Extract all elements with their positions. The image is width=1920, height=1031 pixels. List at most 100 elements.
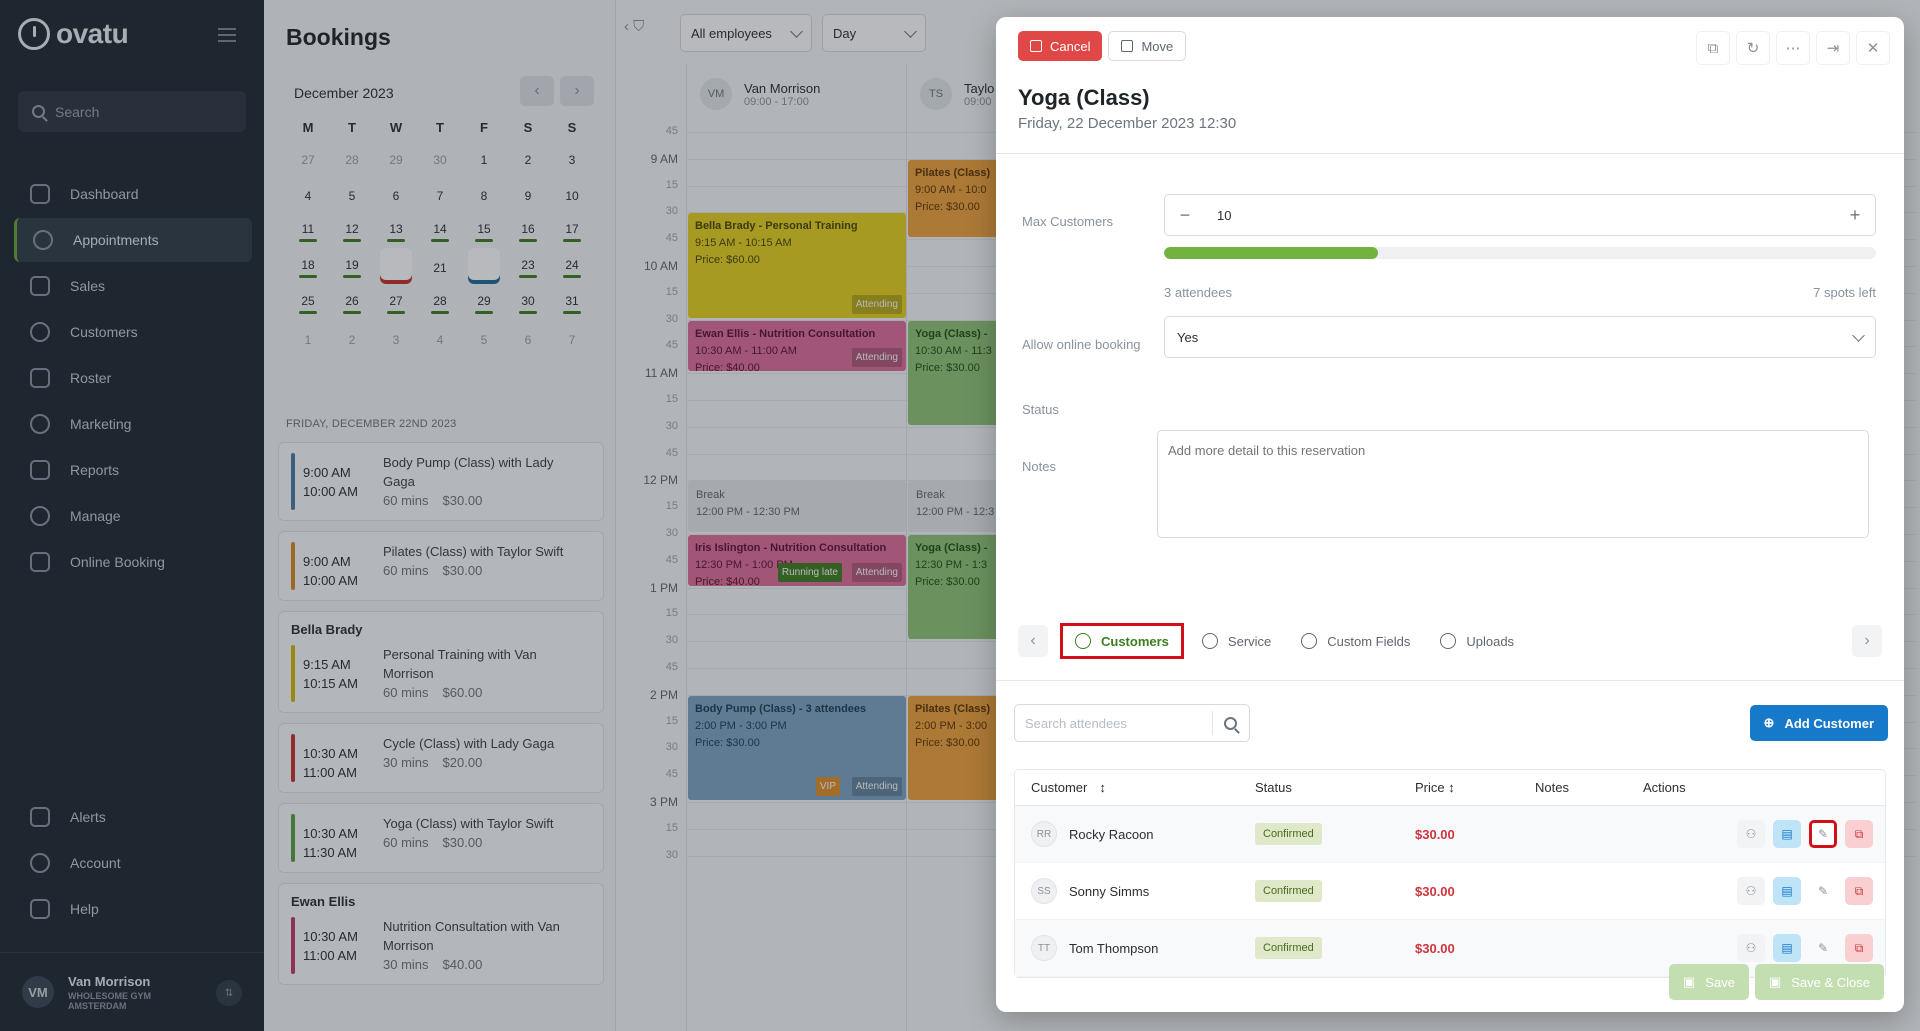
duplicate-icon[interactable]: ⧉ bbox=[1696, 31, 1730, 65]
calendar-event[interactable]: Pilates (Class) 2:00 PM - 3:00 Price: $30.… bbox=[908, 695, 1004, 800]
move-button[interactable]: Move bbox=[1108, 31, 1187, 61]
customer-name[interactable]: Tom Thompson bbox=[1069, 940, 1159, 956]
cancel-booking-icon[interactable]: ⧉ bbox=[1845, 877, 1873, 905]
refresh-icon[interactable]: ↻ bbox=[1736, 31, 1770, 65]
calendar-day[interactable]: 2 bbox=[506, 142, 550, 178]
calendar-event[interactable]: Body Pump (Class) - 3 attendees 2:00 PM -… bbox=[688, 695, 906, 800]
booking-card[interactable]: Bella Brady 9:15 AM 10:15 AM Personal Train… bbox=[278, 611, 604, 713]
tab-service[interactable]: Service bbox=[1190, 623, 1283, 659]
max-customers-value[interactable]: 10 bbox=[1217, 207, 1232, 223]
collapse-panel-icon[interactable]: ⇥ bbox=[1816, 31, 1850, 65]
calendar-day[interactable]: 27 bbox=[286, 142, 330, 178]
menu-toggle-icon[interactable] bbox=[218, 28, 236, 42]
receipt-icon[interactable]: ▤ bbox=[1773, 877, 1801, 905]
customer-name[interactable]: Rocky Racoon bbox=[1069, 826, 1154, 842]
calendar-day[interactable]: 9 bbox=[506, 178, 550, 214]
calendar-day[interactable]: 29 bbox=[462, 286, 506, 322]
calendar-day[interactable]: 22 bbox=[462, 248, 506, 286]
calendar-day[interactable]: 17 bbox=[550, 214, 594, 250]
calendar-day[interactable]: 6 bbox=[374, 178, 418, 214]
calendar-day[interactable]: 19 bbox=[330, 250, 374, 286]
calendar-day[interactable]: 14 bbox=[418, 214, 462, 250]
calendar-day[interactable]: 7 bbox=[550, 322, 594, 358]
calendar-event[interactable]: Pilates (Class) 9:00 AM - 10:0 Price: $30.… bbox=[908, 159, 1004, 238]
calendar-day[interactable]: 1 bbox=[286, 322, 330, 358]
calendar-day[interactable]: 18 bbox=[286, 250, 330, 286]
tabs-next-button[interactable]: › bbox=[1852, 625, 1882, 657]
save-close-button[interactable]: ▣ Save & Close bbox=[1754, 964, 1884, 1000]
calendar-day[interactable]: 23 bbox=[506, 250, 550, 286]
calendar-day[interactable]: 1 bbox=[462, 142, 506, 178]
customer-profile-icon[interactable]: ⚇ bbox=[1737, 820, 1765, 848]
calendar-day[interactable]: 4 bbox=[286, 178, 330, 214]
calendar-day[interactable]: 28 bbox=[330, 142, 374, 178]
sidebar-item-manage[interactable]: Manage bbox=[14, 494, 252, 538]
calendar-day[interactable]: 10 bbox=[550, 178, 594, 214]
edit-pencil-icon[interactable]: ✎ bbox=[1809, 820, 1837, 848]
calendar-day[interactable]: 12 bbox=[330, 214, 374, 250]
sidebar-item-online-booking[interactable]: Online Booking bbox=[14, 540, 252, 584]
employee-select[interactable]: All employees bbox=[680, 14, 812, 52]
calendar-day[interactable]: 7 bbox=[418, 178, 462, 214]
close-icon[interactable]: ✕ bbox=[1856, 31, 1890, 65]
user-profile[interactable]: VM Van Morrison WHOLESOME GYM AMSTERDAM … bbox=[0, 952, 264, 1031]
sidebar-item-reports[interactable]: Reports bbox=[14, 448, 252, 492]
calendar-day[interactable]: 16 bbox=[506, 214, 550, 250]
calendar-day[interactable]: 8 bbox=[462, 178, 506, 214]
calendar-day[interactable]: 5 bbox=[462, 322, 506, 358]
calendar-day[interactable]: 30 bbox=[418, 142, 462, 178]
attendee-search[interactable]: Search attendees bbox=[1014, 704, 1250, 742]
calendar-event[interactable]: Bella Brady - Personal Training 9:15 AM -… bbox=[688, 213, 906, 318]
calendar-day[interactable]: 3 bbox=[374, 322, 418, 358]
sidebar-item-alerts[interactable]: Alerts bbox=[14, 795, 252, 839]
view-select[interactable]: Day bbox=[822, 14, 926, 52]
decrement-button[interactable]: − bbox=[1179, 204, 1191, 225]
calendar-day[interactable]: 27 bbox=[374, 286, 418, 322]
sidebar-item-dashboard[interactable]: Dashboard bbox=[14, 172, 252, 216]
prev-month-button[interactable]: ‹ bbox=[520, 76, 554, 106]
calendar-day[interactable]: 2 bbox=[330, 322, 374, 358]
online-booking-select[interactable]: Yes bbox=[1164, 316, 1876, 358]
edit-pencil-icon[interactable]: ✎ bbox=[1817, 941, 1829, 955]
column-price[interactable]: Price ↕ bbox=[1415, 780, 1535, 795]
customer-profile-icon[interactable]: ⚇ bbox=[1737, 934, 1765, 962]
tab-customers[interactable]: Customers bbox=[1060, 623, 1184, 659]
cancel-booking-icon[interactable]: ⧉ bbox=[1845, 934, 1873, 962]
add-customer-button[interactable]: ⊕ Add Customer bbox=[1749, 705, 1888, 741]
customer-profile-icon[interactable]: ⚇ bbox=[1737, 877, 1765, 905]
calendar-event[interactable]: Yoga (Class) - 10:30 AM - 11:3 Price: $30.… bbox=[908, 320, 1004, 425]
sidebar-item-help[interactable]: Help bbox=[14, 887, 252, 931]
sidebar-item-account[interactable]: Account bbox=[14, 841, 252, 885]
edit-pencil-icon[interactable]: ✎ bbox=[1817, 884, 1829, 898]
booking-card[interactable]: Ewan Ellis 10:30 AM 11:00 AM Nutrition Cons… bbox=[278, 883, 604, 985]
tab-uploads[interactable]: Uploads bbox=[1428, 623, 1526, 659]
cancel-button[interactable]: Cancel bbox=[1018, 31, 1103, 61]
calendar-day[interactable]: 25 bbox=[286, 286, 330, 322]
calendar-day[interactable]: 31 bbox=[550, 286, 594, 322]
user-menu-toggle-icon[interactable]: ⇅ bbox=[216, 980, 242, 1006]
next-month-button[interactable]: › bbox=[560, 76, 594, 106]
calendar-day[interactable]: 30 bbox=[506, 286, 550, 322]
sidebar-item-appointments[interactable]: Appointments bbox=[14, 218, 252, 262]
booking-card[interactable]: 10:30 AM 11:00 AM Cycle (Class) with Lady … bbox=[278, 723, 604, 793]
tab-custom-fields[interactable]: Custom Fields bbox=[1289, 623, 1422, 659]
calendar-day[interactable]: 28 bbox=[418, 286, 462, 322]
calendar-event[interactable]: Ewan Ellis - Nutrition Consultation 10:30… bbox=[688, 320, 906, 372]
customer-name[interactable]: Sonny Simms bbox=[1069, 883, 1150, 899]
calendar-day[interactable]: 21 bbox=[418, 250, 462, 286]
sidebar-item-marketing[interactable]: Marketing bbox=[14, 402, 252, 446]
calendar-day[interactable]: 29 bbox=[374, 142, 418, 178]
sidebar-item-sales[interactable]: Sales bbox=[14, 264, 252, 308]
increment-button[interactable]: + bbox=[1849, 204, 1861, 225]
booking-card[interactable]: 10:30 AM 11:30 AM Yoga (Class) with Taylor… bbox=[278, 803, 604, 873]
more-icon[interactable]: ⋯ bbox=[1776, 31, 1810, 65]
calendar-day[interactable]: 3 bbox=[550, 142, 594, 178]
calendar-day[interactable]: 15 bbox=[462, 214, 506, 250]
calendar-day[interactable]: 26 bbox=[330, 286, 374, 322]
calendar-day[interactable]: 5 bbox=[330, 178, 374, 214]
app-logo[interactable]: ovatu bbox=[18, 18, 129, 50]
calendar-event[interactable]: Iris Islington - Nutrition Consultation 1… bbox=[688, 535, 906, 586]
save-button[interactable]: ▣ Save bbox=[1669, 964, 1749, 1000]
sidebar-item-roster[interactable]: Roster bbox=[14, 356, 252, 400]
calendar-event[interactable]: Yoga (Class) - 12:30 PM - 1:3 Price: $30.0… bbox=[908, 535, 1004, 640]
